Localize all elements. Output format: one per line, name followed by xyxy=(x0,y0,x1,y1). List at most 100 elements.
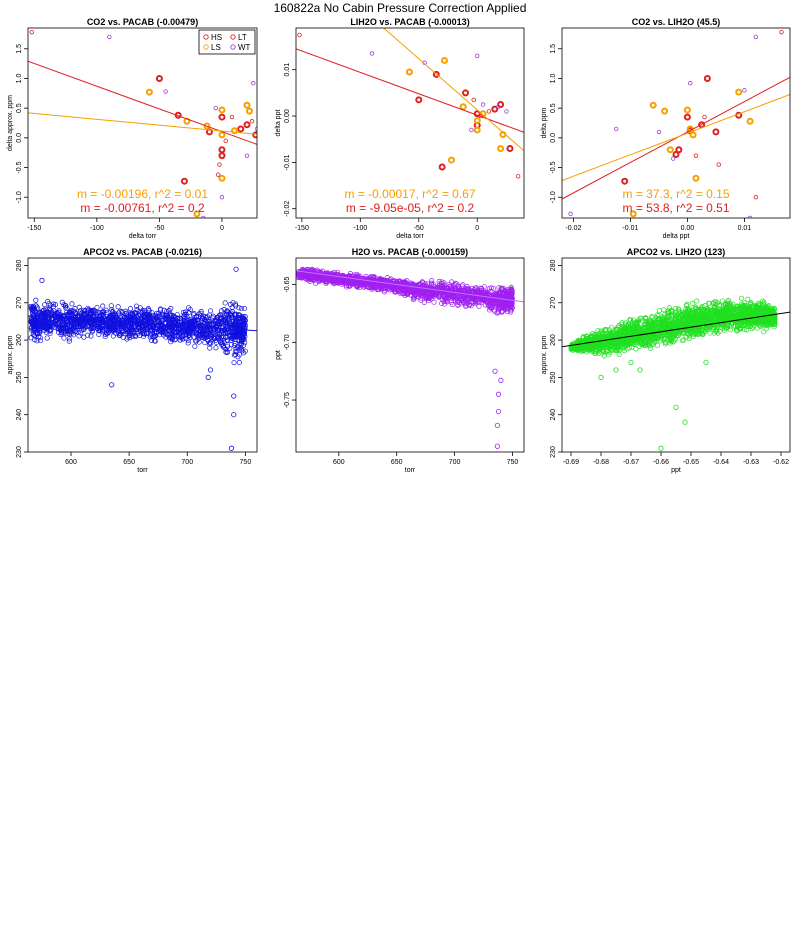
data-point-ls xyxy=(689,131,697,139)
data-point-hs xyxy=(218,113,226,121)
y-axis-label: delta approx. ppm xyxy=(7,95,14,151)
data-point xyxy=(615,324,621,330)
data-point-ls xyxy=(448,156,456,164)
data-point xyxy=(438,283,444,289)
data-point xyxy=(33,303,39,309)
data-point xyxy=(594,348,600,354)
data-point xyxy=(203,334,209,341)
data-point xyxy=(220,343,226,349)
data-point xyxy=(683,302,689,309)
data-point xyxy=(144,330,150,336)
data-point-hs xyxy=(415,96,423,104)
data-point xyxy=(149,312,155,318)
y-tick-label: 0.5 xyxy=(16,103,23,113)
data-point xyxy=(490,285,496,291)
data-point xyxy=(224,350,230,356)
data-point xyxy=(209,321,215,327)
data-point-lt xyxy=(297,32,302,38)
data-point-hs xyxy=(243,121,251,129)
data-point xyxy=(56,307,62,314)
data-point xyxy=(599,330,605,336)
data-point xyxy=(94,325,100,331)
y-tick-label: -1.0 xyxy=(16,191,23,203)
data-point xyxy=(85,305,91,311)
data-point-wt xyxy=(742,88,747,93)
data-point-hs xyxy=(432,70,440,78)
x-tick-label: 650 xyxy=(391,459,403,466)
data-point xyxy=(144,327,151,333)
data-point xyxy=(419,279,425,285)
data-point xyxy=(191,334,197,340)
data-point xyxy=(128,325,134,331)
data-point xyxy=(645,327,651,333)
data-point xyxy=(146,313,152,319)
data-point-wt xyxy=(469,127,474,133)
data-point xyxy=(509,296,515,302)
data-point xyxy=(608,343,614,349)
data-point xyxy=(213,318,219,324)
x-tick-label: 750 xyxy=(507,459,519,466)
legend-marker xyxy=(203,44,209,50)
data-point xyxy=(621,330,628,336)
data-point-ls xyxy=(497,144,505,152)
data-point xyxy=(596,350,602,356)
data-point xyxy=(59,324,65,331)
data-point-lt xyxy=(702,114,707,120)
data-point xyxy=(204,314,211,320)
data-point-ls xyxy=(230,127,238,135)
data-point-ls xyxy=(629,210,637,218)
data-point xyxy=(193,338,199,344)
data-point xyxy=(449,301,456,308)
data-point xyxy=(601,353,607,359)
data-point xyxy=(586,336,592,342)
data-point xyxy=(169,312,175,318)
data-point xyxy=(116,310,122,316)
plot-frame xyxy=(295,27,525,219)
data-point-wt xyxy=(107,34,112,40)
data-point xyxy=(232,340,238,347)
data-point xyxy=(647,340,653,346)
data-point xyxy=(638,325,644,331)
data-point xyxy=(658,321,664,327)
outlier-point xyxy=(236,315,243,321)
data-point xyxy=(235,332,241,338)
data-point xyxy=(44,335,50,341)
plot-area xyxy=(562,295,790,451)
y-tick-label: 0.00 xyxy=(284,109,291,123)
data-point xyxy=(102,334,108,340)
data-point xyxy=(345,274,351,280)
data-point xyxy=(643,315,649,322)
data-point xyxy=(193,314,199,320)
data-point xyxy=(452,280,458,286)
data-point-ls xyxy=(473,117,481,125)
data-point xyxy=(103,322,109,328)
data-point-hs xyxy=(506,144,514,152)
data-point xyxy=(41,307,47,313)
data-point xyxy=(64,305,70,311)
data-point xyxy=(349,276,355,282)
data-point xyxy=(218,308,225,314)
data-point-wt xyxy=(753,34,758,40)
data-point xyxy=(446,281,452,287)
data-point xyxy=(659,314,666,320)
data-point xyxy=(212,328,218,334)
data-point xyxy=(185,333,191,339)
y-axis-label: delta ppt xyxy=(275,110,282,137)
data-point xyxy=(661,330,667,336)
data-point xyxy=(236,359,242,366)
data-point xyxy=(570,347,576,353)
data-point xyxy=(73,314,79,320)
data-point xyxy=(162,330,168,336)
data-point xyxy=(505,288,511,294)
data-point xyxy=(66,338,72,344)
y-tick-label: 0.0 xyxy=(550,133,557,143)
legend-marker xyxy=(203,34,209,40)
data-point xyxy=(430,292,436,298)
y-axis-label: approx. ppm xyxy=(541,335,548,374)
data-point xyxy=(103,307,109,313)
data-point xyxy=(669,337,675,344)
y-tick-label: 0.01 xyxy=(284,63,291,77)
y-tick-label: 250 xyxy=(550,371,557,383)
data-point xyxy=(107,319,113,325)
data-point-wt xyxy=(504,109,509,114)
